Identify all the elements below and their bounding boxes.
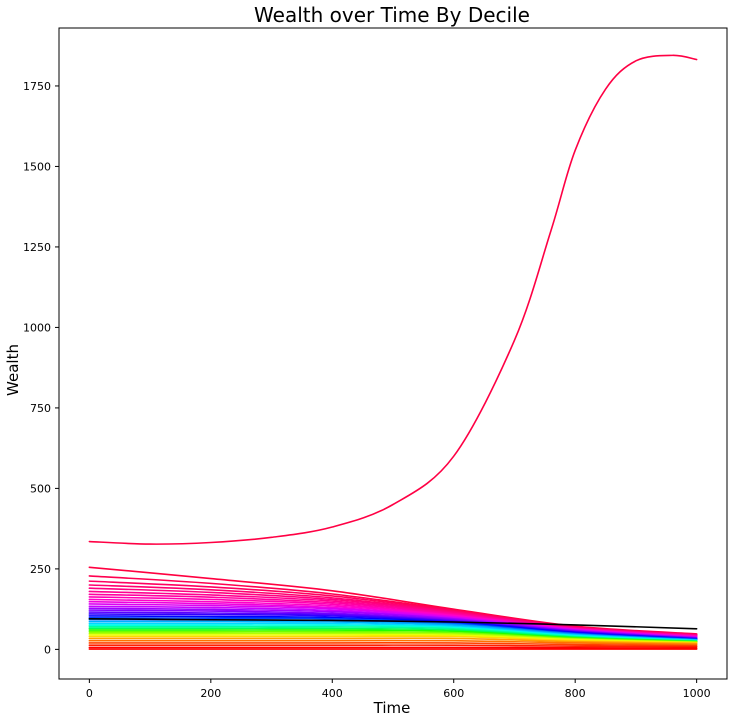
x-tick-label: 400 (322, 687, 343, 700)
series-line-33 (88, 642, 698, 647)
y-tick-label: 1250 (23, 241, 51, 254)
series-line-32 (88, 639, 698, 646)
y-tick-label: 1000 (23, 321, 51, 334)
series-group (88, 54, 698, 650)
y-tick-label: 1750 (23, 80, 51, 93)
y-tick-label: 750 (30, 402, 51, 415)
chart-title: Wealth over Time By Decile (254, 3, 530, 27)
plot-area (58, 27, 728, 680)
series-line-30 (88, 635, 698, 644)
series-line-34 (88, 644, 698, 648)
y-tick-label: 250 (30, 563, 51, 576)
series-line-18 (88, 617, 698, 630)
plot-frame (58, 27, 728, 680)
x-tick-label: 0 (86, 687, 93, 700)
y-tick-label: 0 (44, 643, 51, 656)
y-axis-ticks: 0 250 500 750 1000 1250 1500 1750 (23, 80, 59, 656)
x-tick-label: 800 (565, 687, 586, 700)
y-tick-label: 1500 (23, 160, 51, 173)
series-line-29 (88, 633, 698, 644)
x-tick-label: 200 (200, 687, 221, 700)
x-tick-label: 1000 (683, 687, 711, 700)
y-axis-label: Wealth (4, 344, 22, 396)
series-line-31 (88, 637, 698, 645)
x-tick-label: 600 (443, 687, 464, 700)
x-axis-label: Time (373, 699, 411, 717)
series-line-0 (88, 54, 698, 545)
y-tick-label: 500 (30, 482, 51, 495)
plot-background (59, 28, 727, 679)
x-axis-ticks: 0 200 400 600 800 1000 (86, 679, 711, 700)
series-line-35 (88, 646, 698, 649)
